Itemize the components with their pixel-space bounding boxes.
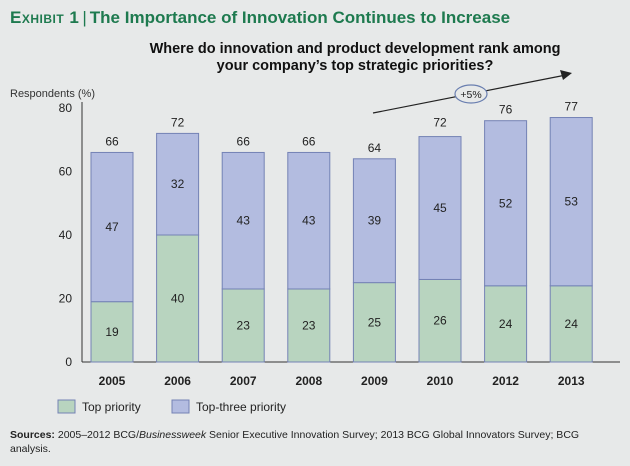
bar-value-label: 19 [105, 325, 119, 339]
bar-total-label: 66 [237, 134, 251, 148]
bar-top-three-priority [549, 117, 593, 287]
x-tick-label: 2008 [295, 374, 322, 388]
sources-label: Sources: [10, 429, 55, 441]
bar-value-label: 43 [237, 214, 251, 228]
bar-top-three-priority [156, 132, 200, 236]
bar-top-priority [352, 282, 396, 363]
sources-note: Sources: 2005–2012 BCG/Businessweek Seni… [10, 428, 620, 456]
bar-value-label: 24 [499, 317, 513, 331]
exhibit-heading: The Importance of Innovation Continues t… [89, 8, 511, 27]
bar-top-three-priority [418, 136, 462, 280]
bar-top-priority [156, 234, 200, 363]
bar-value-label: 23 [302, 318, 316, 332]
bar-total-label: 77 [565, 100, 579, 114]
bar-top-three-priority [90, 151, 134, 303]
bar-value-label: 40 [171, 292, 185, 306]
legend-label: Top priority [82, 400, 141, 414]
bar-total-label: 76 [499, 103, 513, 117]
chart-title-line-2: your company’s top strategic priorities? [216, 58, 494, 74]
sources-italic: Businessweek [139, 429, 207, 441]
trend-arrow-head [560, 70, 572, 80]
x-tick-label: 2006 [164, 374, 191, 388]
y-tick-label: 40 [59, 228, 73, 242]
bar-value-label: 52 [499, 196, 513, 210]
legend-swatch [57, 399, 76, 414]
bar-total-label: 66 [105, 134, 119, 148]
x-tick-label: 2013 [558, 374, 585, 388]
legend-label: Top-three priority [196, 400, 286, 414]
y-tick-label: 20 [59, 292, 73, 306]
bar-value-label: 23 [237, 318, 251, 332]
exhibit-title: Exhibit 1 | The Importance of Innovation C… [10, 8, 510, 28]
bar-value-label: 25 [368, 315, 382, 329]
annotation-label: +5% [460, 89, 481, 101]
title-separator: | [82, 8, 87, 27]
y-axis-label: Respondents (%) [10, 88, 95, 100]
bar-total-label: 66 [302, 134, 316, 148]
chart-title: Where do innovation and product developm… [0, 41, 630, 75]
bar-value-label: 26 [433, 314, 447, 328]
bar-top-priority [549, 285, 593, 363]
bar-value-label: 47 [105, 220, 119, 234]
x-tick-label: 2012 [492, 374, 519, 388]
bar-top-three-priority [484, 120, 528, 287]
bar-top-three-priority [352, 158, 396, 284]
x-tick-label: 2010 [427, 374, 454, 388]
bar-total-label: 64 [368, 141, 382, 155]
bar-top-priority [90, 301, 134, 363]
bar-total-label: 72 [433, 115, 447, 129]
sources-text-1: 2005–2012 BCG/ [54, 429, 139, 441]
y-tick-label: 80 [59, 101, 73, 115]
bar-top-three-priority [221, 151, 265, 290]
annotation-bubble [454, 84, 488, 104]
x-tick-label: 2005 [99, 374, 126, 388]
y-tick-label: 60 [59, 165, 73, 179]
bar-value-label: 24 [565, 317, 579, 331]
y-tick-label: 0 [65, 355, 72, 369]
bar-value-label: 32 [171, 177, 185, 191]
exhibit-label: Exhibit 1 [10, 8, 80, 27]
bar-value-label: 53 [565, 195, 579, 209]
bar-value-label: 45 [433, 201, 447, 215]
chart-title-line-1: Where do innovation and product developm… [149, 41, 561, 57]
sources-text-2: Senior Executive Innovation Survey; 2013… [10, 429, 580, 455]
bar-value-label: 39 [368, 214, 382, 228]
x-tick-label: 2009 [361, 374, 388, 388]
legend-swatch [171, 399, 190, 414]
bar-total-label: 72 [171, 115, 185, 129]
bar-top-three-priority [287, 151, 331, 290]
bar-value-label: 43 [302, 214, 316, 228]
x-tick-label: 2007 [230, 374, 257, 388]
